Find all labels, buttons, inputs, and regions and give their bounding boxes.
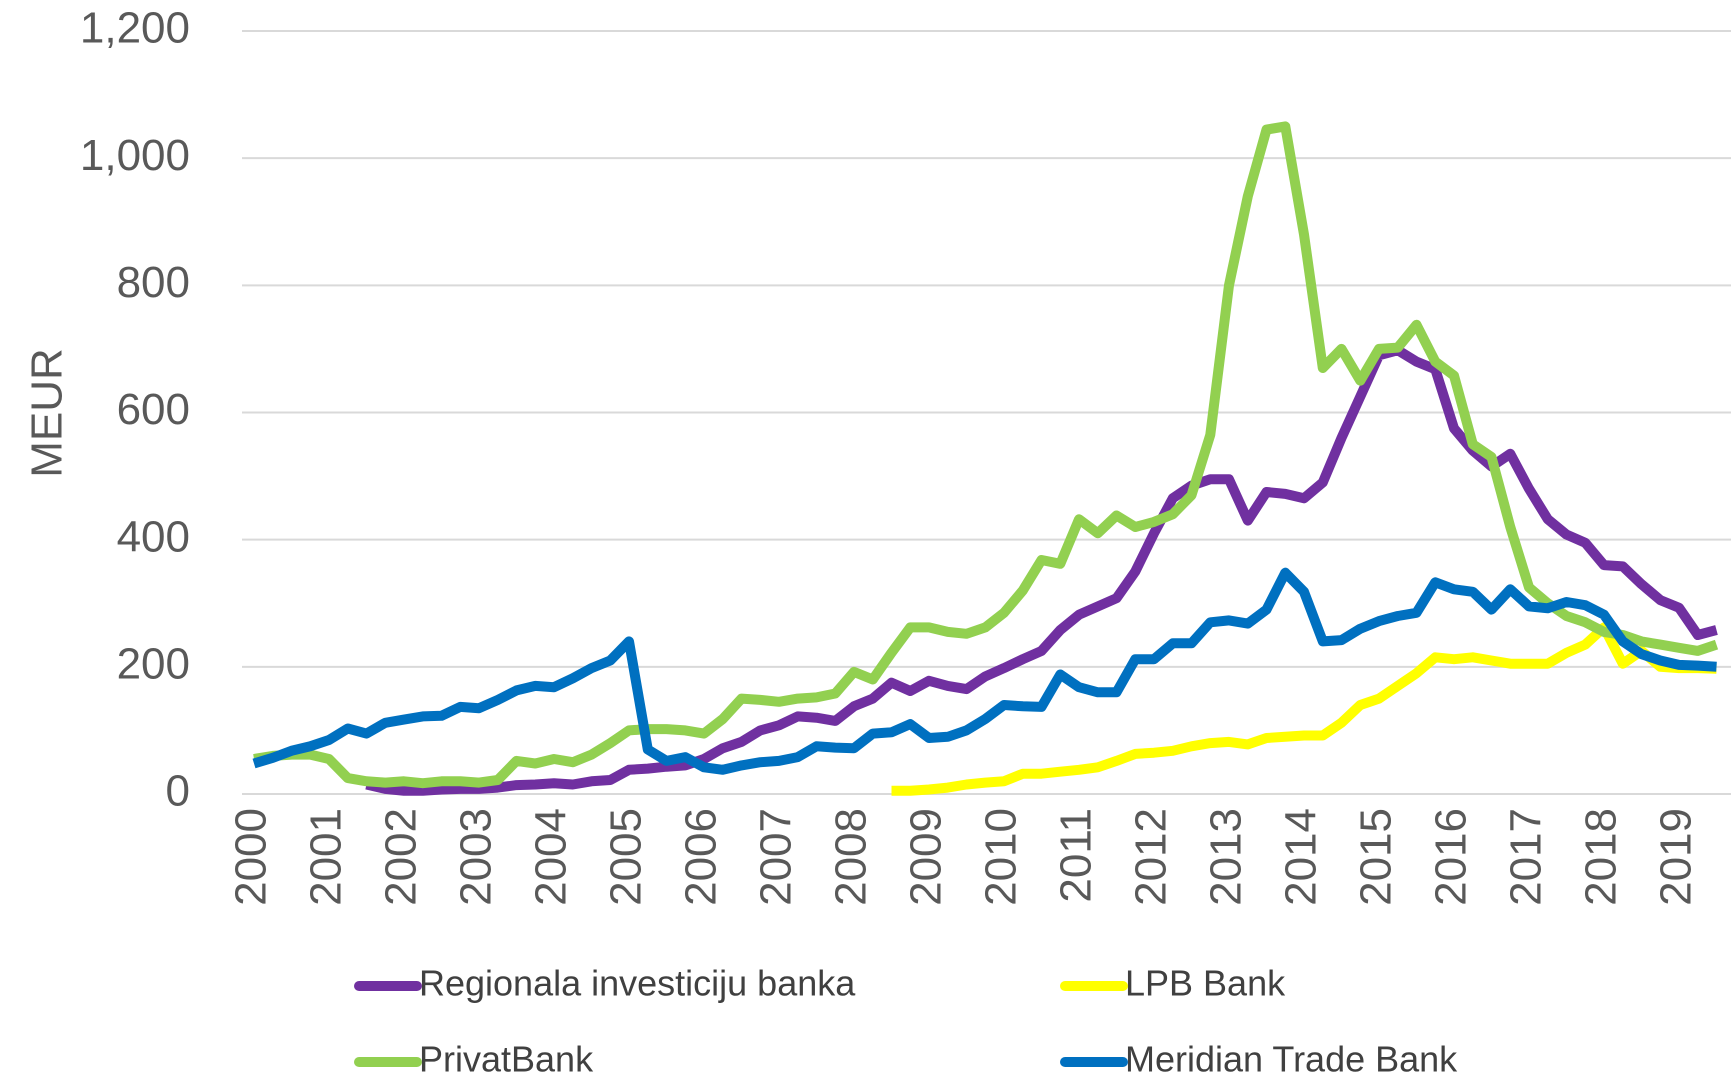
x-tick-label: 2017 xyxy=(1502,808,1551,906)
y-tick-label: 0 xyxy=(166,767,190,816)
x-tick-label: 2012 xyxy=(1127,808,1176,906)
legend-label: Regionala investiciju banka xyxy=(419,963,856,1004)
x-tick-label: 2009 xyxy=(902,808,951,906)
y-tick-label: 800 xyxy=(117,258,190,307)
y-axis-label: MEUR xyxy=(23,348,72,478)
x-tick-label: 2005 xyxy=(602,808,651,906)
x-tick-label: 2018 xyxy=(1577,808,1626,906)
x-tick-label: 2019 xyxy=(1652,808,1701,906)
x-tick-label: 2016 xyxy=(1427,808,1476,906)
y-tick-label: 600 xyxy=(117,385,190,434)
y-tick-label: 1,000 xyxy=(80,131,190,180)
x-tick-label: 2000 xyxy=(227,808,276,906)
x-tick-label: 2004 xyxy=(527,808,576,906)
series-line xyxy=(365,345,1718,796)
x-tick-label: 2008 xyxy=(827,808,876,906)
legend-label: PrivatBank xyxy=(419,1039,594,1079)
x-tick-label: 2013 xyxy=(1202,808,1251,906)
y-tick-label: 400 xyxy=(117,512,190,561)
x-tick-label: 2002 xyxy=(377,808,426,906)
x-tick-label: 2011 xyxy=(1052,808,1101,903)
x-tick-label: 2006 xyxy=(677,808,726,906)
legend-label: LPB Bank xyxy=(1125,963,1286,1004)
x-tick-label: 2001 xyxy=(302,808,351,906)
y-tick-label: 200 xyxy=(117,639,190,688)
x-tick-label: 2014 xyxy=(1277,808,1326,906)
series-line xyxy=(891,622,1717,796)
x-tick-label: 2015 xyxy=(1352,808,1401,906)
x-tick-label: 2007 xyxy=(752,808,801,906)
series-line xyxy=(252,567,1717,775)
series-line xyxy=(253,121,1719,789)
y-tick-label: 1,200 xyxy=(80,4,190,53)
legend-label: Meridian Trade Bank xyxy=(1125,1039,1458,1079)
x-tick-label: 2010 xyxy=(977,808,1026,906)
x-tick-label: 2003 xyxy=(452,808,501,906)
